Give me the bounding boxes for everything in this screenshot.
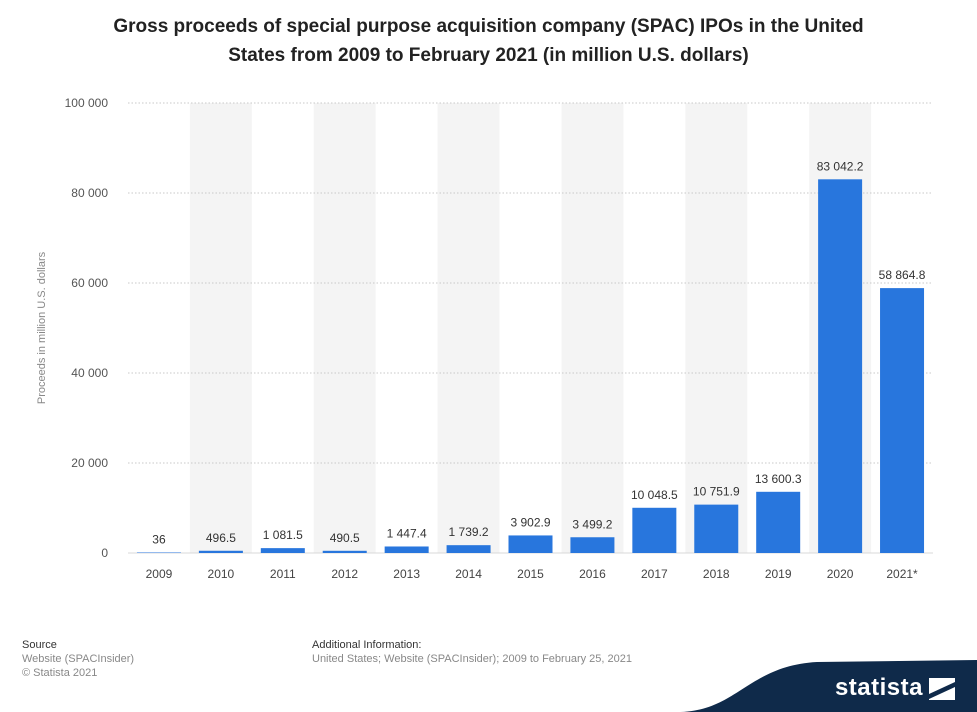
- additional-info-label: Additional Information:: [312, 639, 422, 651]
- brand-wordmark: statista: [834, 674, 923, 701]
- bar-2009: [136, 552, 181, 553]
- y-tick-label: 100 000: [65, 96, 109, 110]
- bar-2015: [508, 535, 553, 553]
- bar-2012: [322, 550, 367, 553]
- data-label-2018: 10 751.9: [693, 485, 740, 499]
- x-tick-label: 2014: [455, 567, 482, 581]
- category-band: [189, 103, 252, 553]
- x-tick-label: 2009: [146, 567, 173, 581]
- x-tick-label: 2021*: [886, 567, 918, 581]
- bar-2014: [446, 545, 491, 553]
- additional-info-text: United States; Website (SPACInsider); 20…: [312, 653, 632, 665]
- y-tick-label: 40 000: [71, 366, 108, 380]
- copyright-text: © Statista 2021: [22, 667, 98, 679]
- data-label-2019: 13 600.3: [755, 472, 802, 486]
- bar-2016: [570, 537, 615, 553]
- bar-2013: [384, 546, 429, 553]
- x-tick-label: 2020: [827, 567, 854, 581]
- data-label-2013: 1 447.4: [387, 526, 427, 540]
- x-tick-label: 2018: [703, 567, 730, 581]
- bar-2011: [260, 548, 305, 553]
- data-label-2014: 1 739.2: [449, 525, 489, 539]
- x-tick-label: 2015: [517, 567, 544, 581]
- category-band: [561, 103, 624, 553]
- y-tick-label: 20 000: [71, 456, 108, 470]
- y-tick-label: 0: [101, 546, 108, 560]
- y-tick-label: 60 000: [71, 276, 108, 290]
- statista-mark-icon: [929, 678, 955, 700]
- source-label[interactable]: Source: [22, 639, 57, 651]
- brand-background: [677, 660, 977, 712]
- statista-logo[interactable]: statista: [677, 660, 977, 712]
- x-tick-label: 2010: [208, 567, 235, 581]
- data-label-2012: 490.5: [330, 531, 360, 545]
- additional-info-block: Additional Information: United States; W…: [312, 638, 632, 666]
- x-tick-label: 2017: [641, 567, 668, 581]
- data-label-2020: 83 042.2: [817, 159, 864, 173]
- source-text: Website (SPACInsider): [22, 653, 135, 665]
- bar-2010: [198, 550, 243, 553]
- x-tick-label: 2019: [765, 567, 792, 581]
- data-label-2011: 1 081.5: [263, 528, 303, 542]
- data-label-2017: 10 048.5: [631, 488, 678, 502]
- category-band: [313, 103, 376, 553]
- bar-2021*: [880, 288, 925, 553]
- category-band: [685, 103, 748, 553]
- y-axis-label: Proceeds in million U.S. dollars: [36, 251, 48, 404]
- chart-title-line-2: States from 2009 to February 2021 (in mi…: [228, 45, 749, 66]
- source-block: Source Website (SPACInsider) © Statista …: [22, 638, 134, 680]
- x-tick-label: 2012: [331, 567, 358, 581]
- data-label-2010: 496.5: [206, 531, 236, 545]
- bar-2017: [632, 507, 677, 553]
- bar-chart: 0 20 000 40 000 60 000 80 000 100 000 Proceeds…: [36, 96, 933, 581]
- data-label-2015: 3 902.9: [510, 515, 550, 529]
- bar-2020: [818, 179, 863, 553]
- category-band: [437, 103, 500, 553]
- y-tick-label: 80 000: [71, 186, 108, 200]
- chart-title: Gross proceeds of special purpose acquis…: [30, 12, 947, 70]
- x-tick-label: 2016: [579, 567, 606, 581]
- data-label-2021*: 58 864.8: [879, 268, 926, 282]
- x-tick-label: 2013: [393, 567, 420, 581]
- data-label-2016: 3 499.2: [572, 517, 612, 531]
- x-tick-label: 2011: [270, 567, 296, 581]
- data-label-2009: 36: [152, 533, 166, 547]
- chart-title-line-1: Gross proceeds of special purpose acquis…: [113, 16, 864, 37]
- bar-2018: [694, 504, 739, 553]
- bar-2019: [756, 491, 801, 553]
